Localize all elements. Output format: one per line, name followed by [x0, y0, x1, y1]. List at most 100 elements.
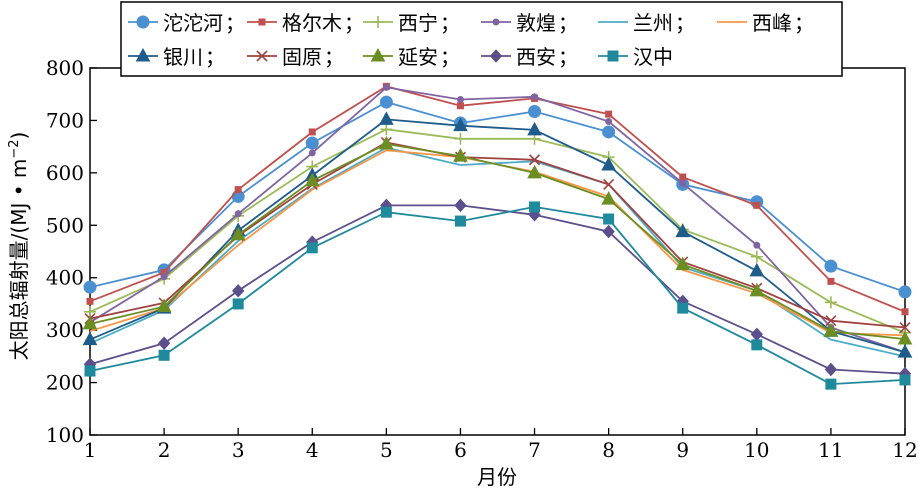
data-point: [82, 315, 98, 330]
data-point: [677, 302, 689, 314]
legend-item: 延安；: [363, 45, 460, 69]
legend-label: 沱沱河: [163, 11, 223, 35]
data-point: [156, 298, 172, 313]
y-tick-label: 300: [46, 318, 84, 342]
legend-item: 汉中: [598, 45, 673, 69]
legend-item: 沱沱河；: [128, 11, 245, 35]
x-tick-label: 4: [306, 438, 319, 462]
series-6: [89, 149, 906, 337]
series-line: [89, 143, 906, 340]
data-point: [454, 215, 466, 227]
data-point: [750, 327, 763, 342]
x-tick-label: 7: [528, 438, 541, 462]
y-tick-label: 500: [46, 213, 84, 237]
data-point: [454, 132, 467, 145]
data-point: [824, 259, 838, 273]
data-point: [232, 284, 245, 298]
series-5: [89, 146, 906, 358]
data-point: [751, 339, 763, 351]
y-tick-label: 600: [46, 161, 84, 185]
data-point: [86, 297, 94, 305]
legend-separator: ；: [225, 11, 245, 35]
data-point: [157, 336, 171, 350]
data-point: [827, 277, 835, 285]
data-point: [601, 191, 616, 205]
data-point: [824, 296, 837, 309]
y-axis-title-unit: (MJ • m: [7, 159, 31, 234]
legend-marker: [256, 50, 268, 62]
data-point: [825, 315, 837, 327]
y-axis-title-main: 太阳总辐射量/: [7, 233, 31, 360]
legend-marker: [372, 16, 384, 28]
series-line: [89, 85, 906, 313]
legend-marker: [370, 47, 386, 62]
series-line: [89, 204, 906, 375]
data-point: [454, 198, 467, 213]
series-line: [89, 149, 906, 337]
data-point: [898, 285, 912, 299]
series-line: [89, 86, 906, 354]
legend-item: 固原；: [247, 45, 344, 69]
legend-label: 敦煌: [516, 11, 556, 35]
legend-label: 西峰: [752, 11, 792, 35]
data-point: [749, 282, 765, 297]
legend-label: 固原: [282, 45, 322, 69]
y-axis-title-sup: −2: [7, 139, 22, 158]
legend-separator: ；: [558, 45, 578, 69]
series-line: [89, 205, 906, 386]
data-point: [308, 149, 316, 157]
series-line: [89, 146, 906, 358]
x-tick-label: 6: [454, 438, 467, 462]
data-point: [602, 125, 616, 139]
data-point: [82, 331, 98, 346]
data-point: [753, 241, 761, 249]
y-axis-title-close: ): [7, 132, 31, 140]
data-point: [160, 273, 168, 281]
legend-separator: ；: [440, 45, 460, 69]
data-point: [750, 250, 763, 263]
data-point: [84, 365, 96, 377]
legend-marker: [489, 49, 503, 63]
data-point: [308, 128, 316, 136]
data-point: [456, 95, 464, 103]
legend-marker: [136, 15, 150, 29]
data-point: [379, 111, 394, 125]
data-point: [234, 186, 242, 194]
x-tick-label: 9: [676, 438, 689, 462]
y-tick-label: 400: [46, 266, 84, 290]
data-point: [675, 223, 691, 238]
legend-item: 兰州；: [598, 11, 695, 35]
series-9: [82, 135, 913, 345]
series-7: [82, 111, 913, 358]
data-point: [823, 323, 839, 337]
data-point: [602, 224, 615, 239]
legend-item: 格尔木；: [247, 11, 364, 35]
data-point: [83, 280, 97, 294]
y-tick-label: 700: [46, 108, 84, 132]
data-point: [679, 173, 687, 181]
legend-marker: [258, 18, 266, 26]
legend-marker: [135, 47, 151, 62]
data-point: [382, 83, 390, 91]
data-point: [528, 154, 541, 166]
legend-box: [120, 1, 843, 77]
legend-label: 西宁: [398, 11, 438, 35]
data-point: [753, 201, 761, 209]
legend-label: 汉中: [633, 45, 673, 69]
data-point: [84, 305, 96, 318]
data-point: [897, 344, 913, 358]
x-tick-label: 2: [158, 438, 171, 462]
data-point: [306, 242, 318, 254]
series-line: [89, 118, 906, 354]
data-point: [305, 136, 319, 150]
legend-marker: [607, 50, 619, 62]
data-point: [380, 123, 393, 136]
legend-item: 西峰；: [717, 11, 814, 35]
x-tick-label: 12: [892, 438, 917, 462]
legend-label: 西安: [516, 45, 556, 69]
x-tick-label: 8: [602, 438, 615, 462]
data-point: [675, 256, 691, 271]
data-point: [897, 331, 913, 345]
